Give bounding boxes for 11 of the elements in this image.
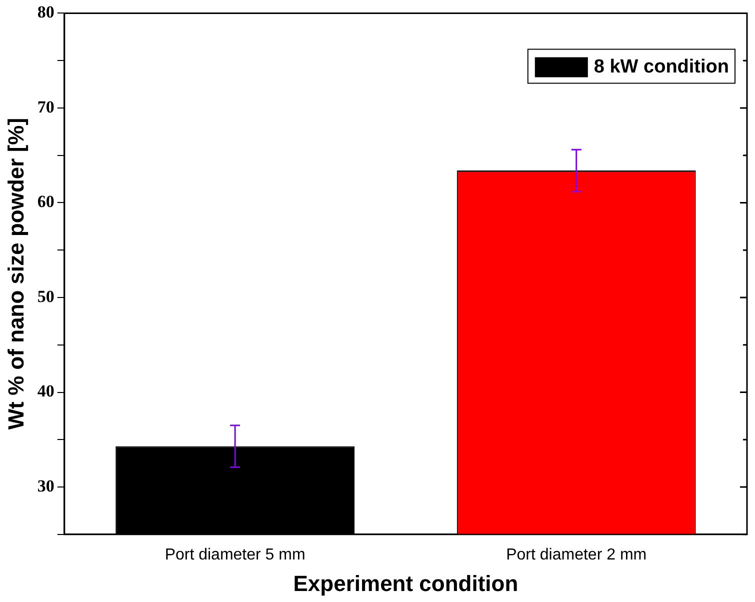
y-tick-label: 60 bbox=[37, 192, 54, 212]
y-axis-title: Wt % of nano size powder [%] bbox=[3, 118, 28, 430]
legend-label: 8 kW condition bbox=[594, 56, 730, 78]
x-tick-label: Port diameter 5 mm bbox=[164, 546, 306, 564]
y-tick-label: 40 bbox=[37, 382, 54, 401]
y-tick-label: 70 bbox=[37, 97, 54, 116]
x-axis-title: Experiment condition bbox=[293, 570, 518, 596]
y-tick-label: 30 bbox=[37, 476, 54, 496]
y-tick-label: 80 bbox=[37, 2, 54, 22]
x-tick-label: Port diameter 2 mm bbox=[506, 546, 647, 564]
y-tick-label: 50 bbox=[37, 286, 54, 306]
